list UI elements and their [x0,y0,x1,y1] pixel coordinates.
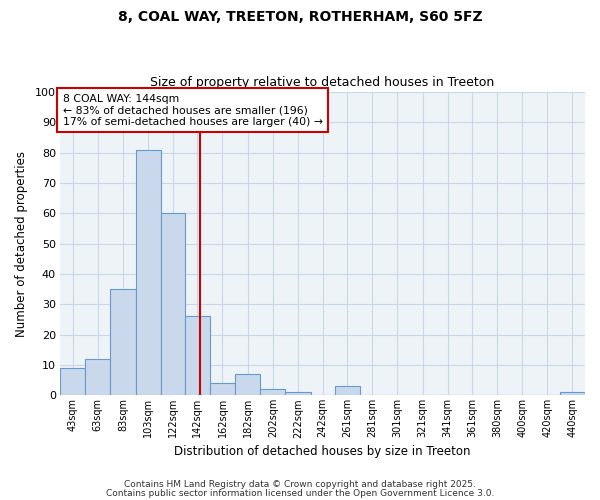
Text: Contains public sector information licensed under the Open Government Licence 3.: Contains public sector information licen… [106,489,494,498]
X-axis label: Distribution of detached houses by size in Treeton: Distribution of detached houses by size … [175,444,471,458]
Bar [161,214,185,396]
Bar [110,289,136,396]
Title: Size of property relative to detached houses in Treeton: Size of property relative to detached ho… [151,76,494,90]
Bar [560,392,585,396]
Bar [185,316,210,396]
Y-axis label: Number of detached properties: Number of detached properties [15,150,28,336]
Text: 8 COAL WAY: 144sqm
← 83% of detached houses are smaller (196)
17% of semi-detach: 8 COAL WAY: 144sqm ← 83% of detached hou… [63,94,323,127]
Bar [60,368,85,396]
Bar [136,150,161,396]
Bar [210,383,235,396]
Text: Contains HM Land Registry data © Crown copyright and database right 2025.: Contains HM Land Registry data © Crown c… [124,480,476,489]
Bar [85,359,110,396]
Bar [260,389,286,396]
Bar [286,392,311,396]
Text: 8, COAL WAY, TREETON, ROTHERHAM, S60 5FZ: 8, COAL WAY, TREETON, ROTHERHAM, S60 5FZ [118,10,482,24]
Bar [235,374,260,396]
Bar [335,386,359,396]
